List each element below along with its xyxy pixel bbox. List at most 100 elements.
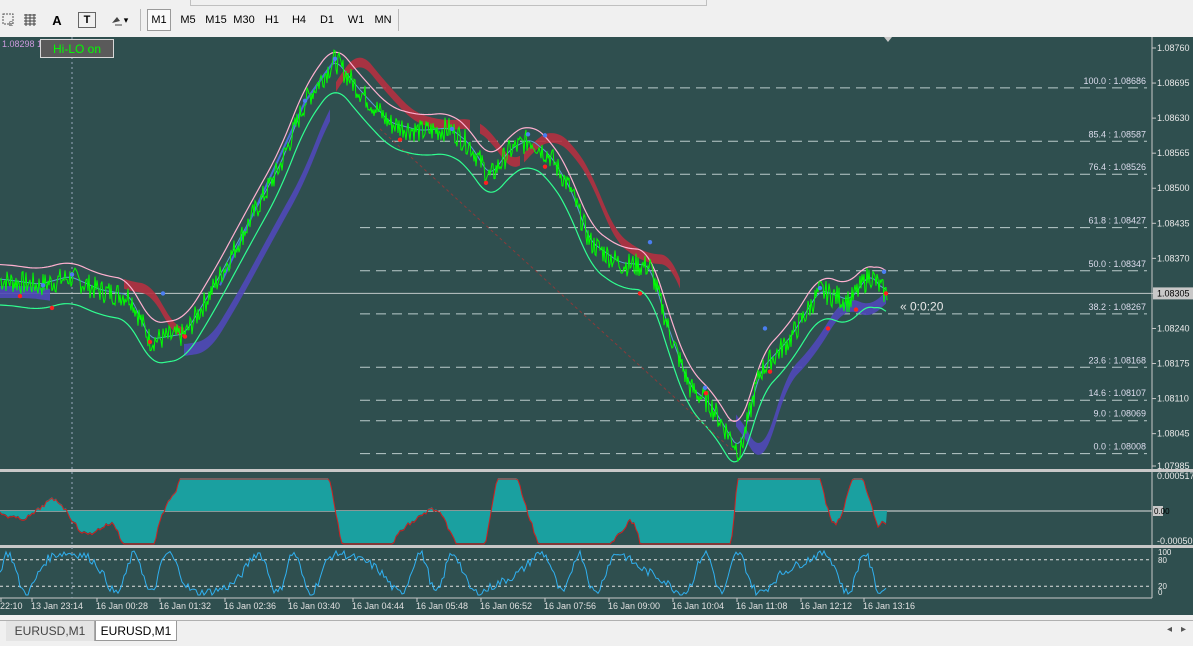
swing-low-dot — [637, 291, 643, 296]
red-cloud-band — [336, 57, 470, 130]
swing-high-dot — [881, 269, 887, 275]
swing-high-dot — [762, 326, 768, 331]
time-axis-label: 16 Jan 10:04 — [672, 601, 724, 611]
text-tool-icon[interactable]: A — [52, 12, 62, 28]
swing-low-dot — [49, 305, 55, 311]
time-axis-band — [0, 598, 1193, 615]
swing-low-dot — [542, 164, 548, 169]
swing-high-dot — [702, 385, 708, 390]
grid-icon[interactable] — [21, 10, 39, 30]
swing-low-dot — [397, 137, 403, 142]
macd-zero-box — [1153, 506, 1163, 516]
swing-low-dot — [853, 307, 859, 312]
price-tick-label: 1.08630 — [1157, 113, 1190, 123]
swing-low-dot — [17, 293, 23, 299]
fib-level-label: 76.4 : 1.08526 — [1088, 162, 1146, 172]
upper-envelope-line — [0, 51, 887, 423]
price-tick-label: 1.08110 — [1157, 394, 1189, 404]
swing-low-dot — [883, 291, 889, 296]
swing-low-dot — [703, 390, 709, 396]
tab-scroll-left-icon[interactable]: ◂ — [1167, 624, 1173, 635]
tab-eurusd-m1[interactable]: EURUSD,M1 — [6, 621, 95, 641]
text-label-tool-icon[interactable]: T — [78, 12, 96, 28]
time-axis-label: 13 Jan 23:14 — [31, 601, 83, 611]
swing-high-dot — [332, 56, 338, 61]
time-axis-label: 16 Jan 04:44 — [352, 601, 404, 611]
moving-average-line — [0, 62, 887, 444]
timeframe-h1-button[interactable]: H1 — [264, 14, 280, 26]
price-line — [0, 49, 888, 463]
fib-level-label: 0.0 : 1.08008 — [1093, 442, 1146, 452]
swing-low-dot — [182, 334, 188, 339]
stoch-tick-label: 0 — [1158, 588, 1163, 597]
fib-level-label: 85.4 : 1.08587 — [1088, 129, 1146, 139]
red-cloud-band — [524, 133, 680, 289]
macd-tick-label: 0.000517 — [1157, 471, 1193, 481]
stoch-tick-label: 80 — [1158, 556, 1167, 565]
swing-high-dot — [40, 283, 46, 288]
fib-level-label: 14.6 : 1.08107 — [1088, 388, 1146, 398]
timeframe-w1-button[interactable]: W1 — [347, 14, 365, 26]
countdown-timer: « 0:0:20 — [900, 299, 944, 313]
timeframe-m15-button[interactable]: M15 — [205, 14, 227, 26]
timeframe-m5-button[interactable]: M5 — [180, 14, 196, 26]
price-tick-label: 1.07985 — [1157, 461, 1190, 471]
timeframe-m1-button[interactable]: M1 — [147, 9, 171, 31]
price-tick-label: 1.08695 — [1157, 78, 1190, 88]
price-tick-label: 1.08175 — [1157, 359, 1190, 369]
macd-tick-label: -0.000505 — [1157, 536, 1193, 546]
timeframe-d1-button[interactable]: D1 — [319, 14, 335, 26]
swing-high-dot — [542, 133, 548, 138]
swing-high-dot — [817, 285, 823, 291]
arrows-tool-icon[interactable]: ▾ — [106, 10, 132, 30]
price-tick-label: 1.08370 — [1157, 253, 1190, 263]
timeframe-m30-button[interactable]: M30 — [233, 14, 255, 26]
price-tick-label: 1.08565 — [1157, 148, 1190, 158]
blue-cloud-band — [736, 291, 886, 455]
stoch-tick-label: 100 — [1158, 548, 1172, 557]
tab-scroll-right-icon[interactable]: ▸ — [1181, 624, 1187, 635]
time-axis-label: 16 Jan 09:00 — [608, 601, 660, 611]
swing-low-dot — [483, 180, 489, 186]
hilo-toggle-button[interactable]: Hi-LO on — [40, 39, 114, 58]
fib-level-label: 38.2 : 1.08267 — [1088, 302, 1146, 312]
swing-high-dot — [69, 272, 75, 277]
timeframe-mn-button[interactable]: MN — [374, 14, 392, 26]
tab-eurusd-m1-active[interactable]: EURUSD,M1 — [95, 621, 177, 641]
time-axis-label: 16 Jan 00:28 — [96, 601, 148, 611]
price-tick-label: 1.08435 — [1157, 218, 1190, 228]
stochastic-line — [0, 549, 887, 597]
chart-tabs-bar: EURUSD,M1 EURUSD,M1 ◂ ▸ — [0, 620, 1193, 646]
current-price-box — [1153, 287, 1193, 300]
time-axis-label: 22:10 — [0, 601, 23, 611]
price-chart[interactable]: 100.0 : 1.08686 85.4 : 1.08587 76.4 : 1.08… — [0, 37, 1193, 615]
pane-separator — [0, 469, 1193, 472]
swing-high-dot — [525, 132, 531, 137]
swing-high-dot — [449, 126, 455, 132]
fib-level-label: 61.8 : 1.08427 — [1088, 216, 1146, 226]
pane-separator — [0, 545, 1193, 548]
toolbar-separator — [140, 9, 141, 31]
chart-canvas[interactable]: 100.0 : 1.08686 85.4 : 1.08587 76.4 : 1.08… — [0, 37, 1193, 615]
price-tick-label: 1.08760 — [1157, 43, 1190, 53]
lower-envelope-line — [0, 92, 887, 463]
fib-anchor-line — [379, 128, 736, 453]
stoch-tick-label: 20 — [1158, 582, 1167, 591]
red-cloud-band — [124, 279, 184, 338]
time-axis-label: 16 Jan 06:52 — [480, 601, 532, 611]
fib-level-label: 100.0 : 1.08686 — [1083, 76, 1146, 86]
shift-marker-icon — [884, 37, 892, 42]
svg-text:E: E — [9, 22, 13, 27]
time-axis-label: 16 Jan 07:56 — [544, 601, 596, 611]
swing-low-dot — [767, 369, 773, 374]
timeframe-h4-button[interactable]: H4 — [291, 14, 307, 26]
swing-high-dot — [647, 239, 653, 245]
time-axis-label: 16 Jan 01:32 — [159, 601, 211, 611]
price-tick-label: 1.08045 — [1157, 429, 1190, 439]
crosshair-grid-icon[interactable]: E — [1, 10, 15, 30]
swing-low-dot — [825, 326, 831, 331]
time-axis-label: 16 Jan 05:48 — [416, 601, 468, 611]
fib-level-label: 50.0 : 1.08347 — [1088, 259, 1146, 269]
time-axis-label: 16 Jan 02:36 — [224, 601, 276, 611]
top-left-price-text: 1.08298 1.08 — [2, 39, 55, 49]
